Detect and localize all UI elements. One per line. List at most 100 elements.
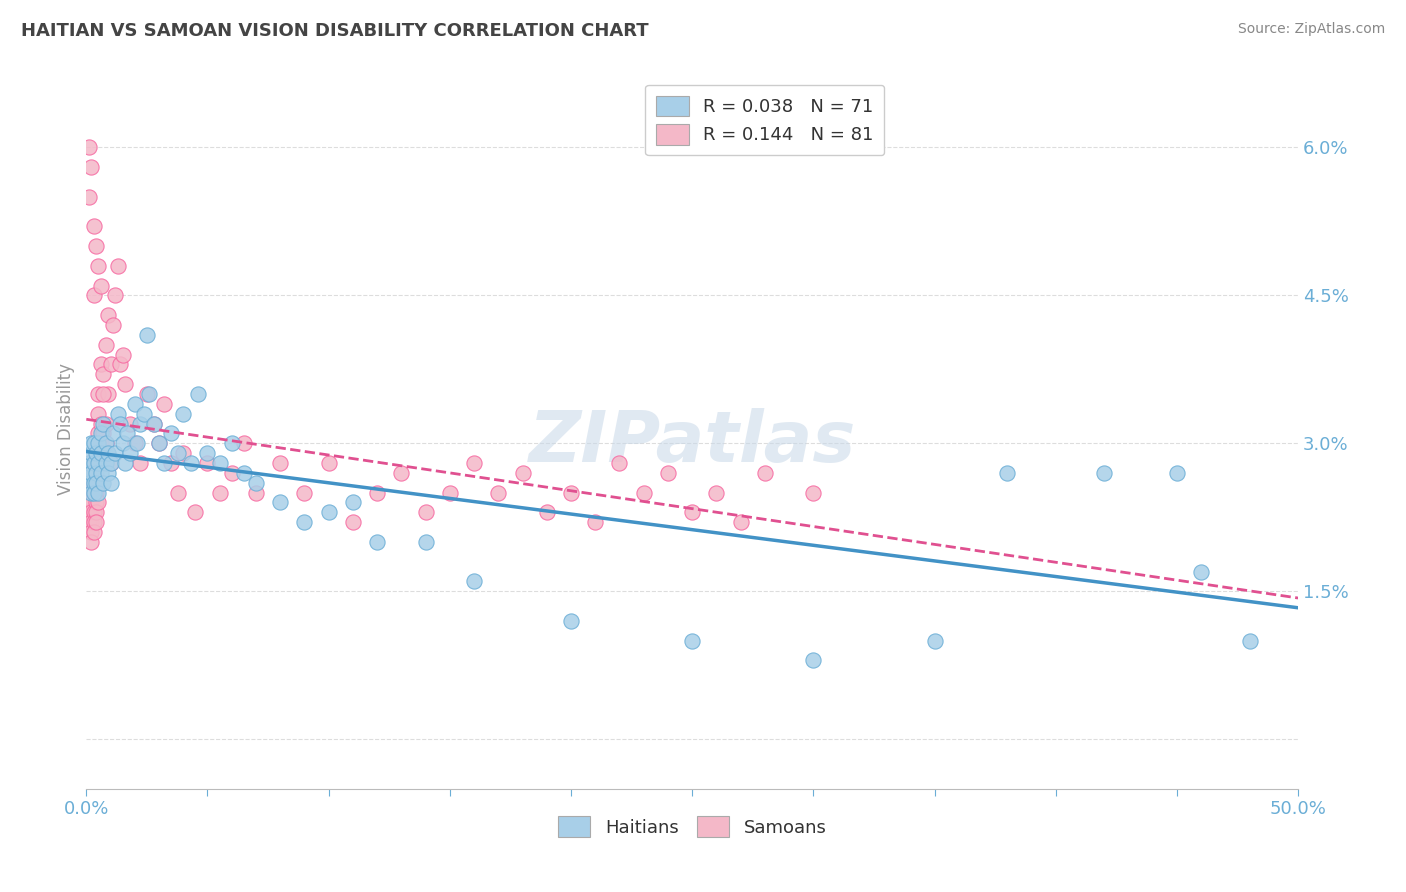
Point bbox=[153, 397, 176, 411]
Point bbox=[486, 485, 509, 500]
Point bbox=[97, 387, 120, 401]
Point bbox=[160, 426, 183, 441]
Point bbox=[83, 505, 105, 519]
Point bbox=[84, 515, 107, 529]
Point bbox=[127, 436, 149, 450]
Point bbox=[179, 456, 201, 470]
Point bbox=[84, 466, 107, 480]
Point bbox=[463, 456, 485, 470]
Point bbox=[107, 259, 129, 273]
Point bbox=[83, 515, 105, 529]
Point bbox=[221, 466, 243, 480]
Point bbox=[91, 417, 114, 431]
Point bbox=[77, 485, 100, 500]
Point bbox=[80, 466, 103, 480]
Point bbox=[90, 278, 112, 293]
Point bbox=[138, 387, 160, 401]
Point bbox=[83, 485, 105, 500]
Point bbox=[83, 475, 105, 490]
Point bbox=[148, 436, 170, 450]
Point bbox=[995, 466, 1018, 480]
Point bbox=[80, 525, 103, 540]
Point bbox=[245, 485, 267, 500]
Point bbox=[83, 485, 105, 500]
Point bbox=[87, 407, 110, 421]
Point bbox=[583, 515, 606, 529]
Point bbox=[101, 426, 124, 441]
Point bbox=[197, 446, 219, 460]
Point bbox=[94, 436, 117, 450]
Point bbox=[187, 387, 209, 401]
Point bbox=[135, 327, 157, 342]
Point bbox=[221, 436, 243, 450]
Point bbox=[77, 515, 100, 529]
Point bbox=[681, 633, 703, 648]
Point bbox=[90, 358, 112, 372]
Point bbox=[560, 485, 582, 500]
Point bbox=[87, 436, 110, 450]
Point bbox=[83, 436, 105, 450]
Point bbox=[91, 426, 114, 441]
Point bbox=[80, 485, 103, 500]
Point bbox=[197, 456, 219, 470]
Point bbox=[94, 417, 117, 431]
Point bbox=[124, 436, 146, 450]
Point bbox=[366, 535, 388, 549]
Text: Source: ZipAtlas.com: Source: ZipAtlas.com bbox=[1237, 22, 1385, 37]
Point bbox=[104, 446, 127, 460]
Point bbox=[90, 446, 112, 460]
Point bbox=[135, 387, 157, 401]
Point bbox=[91, 387, 114, 401]
Point bbox=[83, 288, 105, 302]
Point bbox=[463, 574, 485, 589]
Point bbox=[512, 466, 534, 480]
Point bbox=[208, 485, 231, 500]
Point bbox=[1166, 466, 1188, 480]
Point bbox=[97, 446, 120, 460]
Point bbox=[77, 475, 100, 490]
Point bbox=[110, 358, 132, 372]
Point bbox=[389, 466, 412, 480]
Point bbox=[83, 456, 105, 470]
Legend: Haitians, Samoans: Haitians, Samoans bbox=[551, 809, 834, 845]
Point bbox=[167, 485, 190, 500]
Point bbox=[536, 505, 558, 519]
Point bbox=[128, 417, 150, 431]
Point bbox=[801, 653, 824, 667]
Point bbox=[172, 407, 194, 421]
Point bbox=[318, 505, 340, 519]
Point bbox=[681, 505, 703, 519]
Point bbox=[415, 535, 437, 549]
Point bbox=[245, 475, 267, 490]
Point bbox=[97, 308, 120, 322]
Point bbox=[90, 436, 112, 450]
Point bbox=[87, 495, 110, 509]
Point bbox=[104, 288, 127, 302]
Point bbox=[118, 417, 141, 431]
Point bbox=[294, 485, 316, 500]
Point bbox=[208, 456, 231, 470]
Point bbox=[80, 495, 103, 509]
Point bbox=[84, 475, 107, 490]
Point bbox=[87, 387, 110, 401]
Point bbox=[77, 456, 100, 470]
Point bbox=[110, 417, 132, 431]
Point bbox=[114, 456, 136, 470]
Point bbox=[100, 475, 122, 490]
Point bbox=[148, 436, 170, 450]
Point bbox=[439, 485, 461, 500]
Point bbox=[90, 417, 112, 431]
Point bbox=[143, 417, 166, 431]
Point bbox=[633, 485, 655, 500]
Point bbox=[100, 358, 122, 372]
Point bbox=[83, 525, 105, 540]
Point bbox=[134, 407, 156, 421]
Point bbox=[232, 466, 254, 480]
Point bbox=[111, 347, 134, 361]
Point bbox=[80, 466, 103, 480]
Point bbox=[94, 436, 117, 450]
Point bbox=[269, 495, 291, 509]
Point bbox=[184, 505, 207, 519]
Point bbox=[167, 446, 190, 460]
Point bbox=[342, 495, 364, 509]
